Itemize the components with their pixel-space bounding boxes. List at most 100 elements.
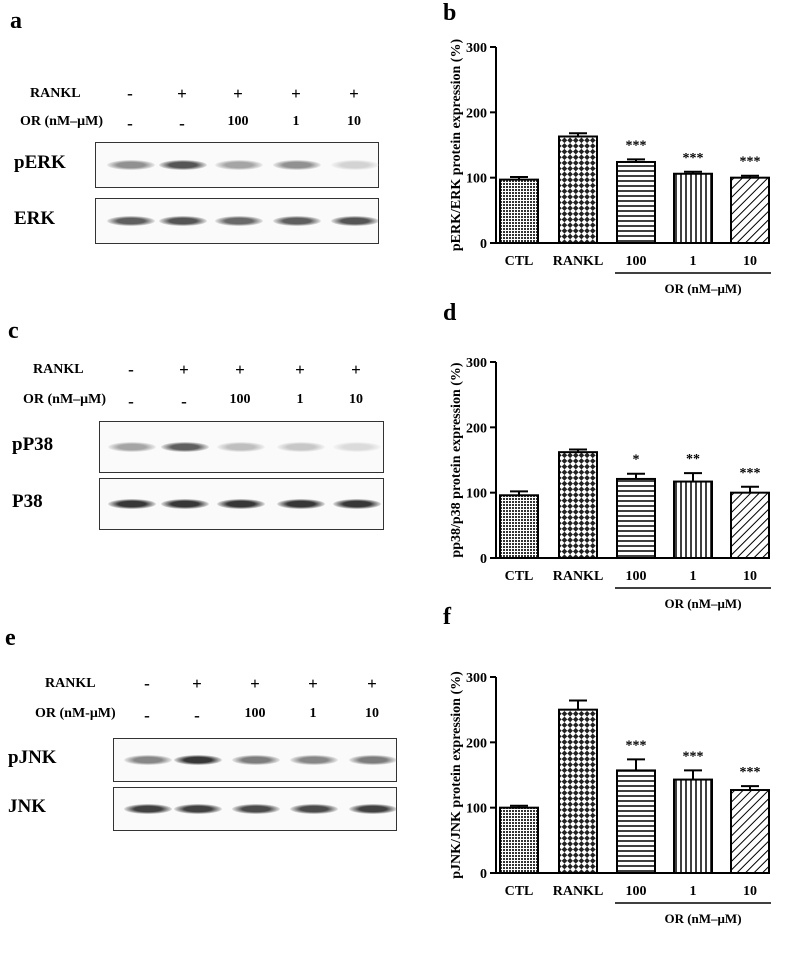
rankl-lane-value: - xyxy=(127,84,133,103)
rankl-lane-value: + xyxy=(367,674,377,693)
blot-band xyxy=(124,804,172,814)
x-tick-label: RANKL xyxy=(553,254,604,269)
bar xyxy=(616,477,656,560)
bar xyxy=(730,789,770,875)
x-tick-label: 1 xyxy=(690,884,697,899)
or-lane-value: 1 xyxy=(309,706,317,721)
or-lane-value: - xyxy=(128,392,134,411)
panel-label-b: b xyxy=(443,0,457,26)
significance-marker: *** xyxy=(626,138,647,153)
x-tick-label: 1 xyxy=(690,569,697,584)
rankl-lane-value: + xyxy=(308,674,318,693)
x-tick-label: 10 xyxy=(743,884,757,899)
blot-band xyxy=(217,442,265,452)
blot-band xyxy=(232,804,280,814)
y-tick-label: 300 xyxy=(466,41,487,56)
y-tick-label: 200 xyxy=(466,736,487,751)
y-tick-label: 300 xyxy=(466,671,487,686)
panel-label-e: e xyxy=(5,625,16,651)
blot-row-label: pP38 xyxy=(12,434,54,455)
significance-marker: ** xyxy=(686,452,700,467)
blot-row-label: pJNK xyxy=(8,747,57,768)
blot-band xyxy=(124,755,172,765)
or-lane-value: - xyxy=(194,706,200,725)
blot-band xyxy=(349,804,397,814)
rankl-lane-value: + xyxy=(295,360,305,379)
or-lane-value: 100 xyxy=(229,392,251,407)
y-tick-label: 300 xyxy=(466,356,487,371)
blot-row-label: ERK xyxy=(14,208,56,229)
blot-band xyxy=(290,804,338,814)
or-lane-value: - xyxy=(144,706,150,725)
blot-band xyxy=(215,160,263,170)
rankl-lane-value: + xyxy=(250,674,260,693)
or-lane-value: 100 xyxy=(227,114,249,129)
blot-membrane xyxy=(113,787,397,831)
blot-band xyxy=(107,216,155,226)
group-label: OR (nM–μM) xyxy=(664,911,741,926)
or-lane-value: 10 xyxy=(349,392,363,407)
x-tick-label: 100 xyxy=(626,569,647,584)
rankl-lane-value: + xyxy=(179,360,189,379)
y-axis-label: pp38/p38 protein expression (%) xyxy=(449,362,464,557)
bar-chart-pp38: pp38/p38 protein expression (%) 0 100 200 30… xyxy=(449,356,771,611)
blot-band xyxy=(349,755,397,765)
y-tick-label: 100 xyxy=(466,802,487,817)
bar xyxy=(616,769,656,874)
blot-membrane xyxy=(113,738,397,782)
bar xyxy=(730,491,770,560)
rankl-lane-value: - xyxy=(144,674,150,693)
rankl-row-label: RANKL xyxy=(33,362,84,377)
significance-marker: *** xyxy=(740,765,761,780)
x-tick-label: CTL xyxy=(505,569,534,584)
blot-band xyxy=(232,755,280,765)
bar-chart-pjnk: pJNK/JNK protein expression (%) 0 100 200 30… xyxy=(449,671,771,926)
significance-marker: *** xyxy=(626,738,647,753)
blot-row-label: P38 xyxy=(12,491,43,512)
bar xyxy=(616,160,656,244)
rankl-row-label: RANKL xyxy=(45,676,96,691)
blot-band xyxy=(217,499,265,509)
y-tick-label: 200 xyxy=(466,421,487,436)
blot-band xyxy=(331,160,379,170)
bar xyxy=(730,176,770,245)
or-lane-value: 1 xyxy=(296,392,304,407)
or-lane-value: 1 xyxy=(292,114,300,129)
rankl-lane-value: + xyxy=(233,84,243,103)
bar xyxy=(673,480,713,559)
blot-band xyxy=(107,160,155,170)
rankl-lane-value: + xyxy=(177,84,187,103)
or-row-label: OR (nM–μM) xyxy=(20,114,103,129)
blot-membrane xyxy=(99,478,384,530)
bar xyxy=(558,135,598,244)
significance-marker: *** xyxy=(740,155,761,170)
x-tick-label: 10 xyxy=(743,254,757,269)
blot-row-label: JNK xyxy=(8,796,46,817)
blot-membrane xyxy=(95,142,379,188)
bar xyxy=(499,178,539,244)
blot-membrane xyxy=(95,198,379,244)
or-lane-value: 100 xyxy=(244,706,266,721)
significance-marker: *** xyxy=(683,151,704,166)
y-axis-label: pERK/ERK protein expression (%) xyxy=(449,39,464,252)
blot-band xyxy=(108,442,156,452)
group-label: OR (nM–μM) xyxy=(664,281,741,296)
panel-label-f: f xyxy=(443,604,451,630)
rankl-lane-value: + xyxy=(235,360,245,379)
x-tick-label: CTL xyxy=(505,254,534,269)
significance-marker: * xyxy=(633,453,640,468)
rankl-lane-value: + xyxy=(349,84,359,103)
bar xyxy=(558,708,598,874)
or-lane-value: 10 xyxy=(365,706,379,721)
blot-band xyxy=(161,499,209,509)
significance-marker: *** xyxy=(683,749,704,764)
blot-band xyxy=(331,216,379,226)
blot-band xyxy=(273,160,321,170)
significance-marker: *** xyxy=(740,466,761,481)
bar xyxy=(499,806,539,875)
blot-row-label: pERK xyxy=(14,152,66,173)
rankl-row-label: RANKL xyxy=(30,86,81,101)
blot-band xyxy=(290,755,338,765)
y-axis-label: pJNK/JNK protein expression (%) xyxy=(449,671,464,879)
blot-band xyxy=(333,442,381,452)
